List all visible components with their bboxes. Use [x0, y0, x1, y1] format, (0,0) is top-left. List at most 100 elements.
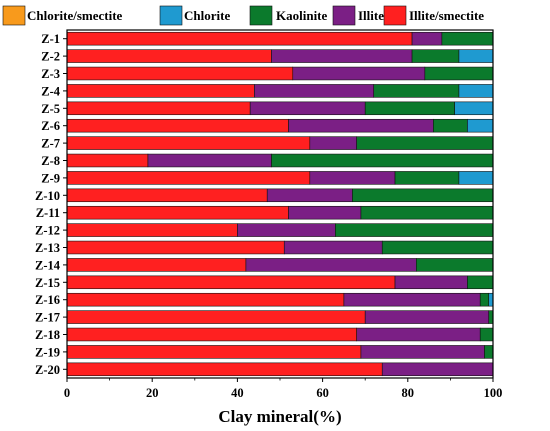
bar-z-20-s0: [66, 362, 383, 377]
y-tick-label: Z-18: [35, 328, 60, 342]
bar-z-11-s2: [360, 205, 494, 220]
y-tick-label: Z-4: [41, 84, 61, 98]
bar-z-2-s3: [458, 49, 494, 63]
x-tick-label: 60: [316, 386, 329, 400]
y-tick-label: Z-5: [41, 102, 60, 116]
bar-z-2-s2: [411, 49, 460, 63]
y-tick-label: Z-1: [41, 32, 60, 46]
y-tick-label: Z-13: [35, 241, 60, 255]
y-tick-label: Z-19: [35, 345, 60, 359]
bar-z-4-s3: [458, 84, 494, 98]
bar-z-14-s0: [66, 258, 247, 272]
legend: Chlorite/smectite Chlorite Kaolinite Illite…: [2, 5, 484, 26]
bar-z-13-s0: [66, 240, 285, 255]
bar-z-6-s0: [66, 118, 289, 133]
bar-z-4-s2: [373, 84, 460, 98]
y-axis-ticks: Z-1 Z-2 Z-3 Z-4 Z-5 Z-6 Z-7 Z-8 Z-9 Z-10 Z-11 Z-12 Z…: [35, 32, 67, 377]
x-axis-ticks: 0 20 40 60 80 100: [64, 378, 502, 400]
bar-z-19-s2: [484, 345, 494, 359]
x-axis-title: Clay mineral(%): [218, 407, 341, 426]
y-tick-label: Z-6: [41, 119, 60, 133]
bar-z-12-s2: [335, 223, 494, 237]
bar-z-14-s1: [245, 258, 417, 272]
bar-z-8-s2: [271, 153, 494, 168]
bar-z-7-s2: [356, 136, 494, 150]
y-tick-label: Z-10: [35, 189, 60, 203]
bar-z-17-s1: [364, 310, 490, 324]
bar-z-19-s1: [360, 345, 485, 359]
bar-z-18-s1: [356, 327, 481, 342]
bar-z-1-s1: [411, 31, 443, 46]
y-tick-label: Z-17: [35, 311, 60, 325]
x-tick-label: 20: [146, 386, 159, 400]
bar-z-6-s1: [288, 118, 434, 133]
bar-z-4-s1: [254, 84, 375, 98]
bars: [66, 31, 494, 377]
bar-z-11-s0: [66, 205, 289, 220]
bar-z-1-s2: [441, 31, 494, 46]
bar-z-15-s0: [66, 275, 396, 290]
y-tick-label: Z-12: [35, 224, 60, 238]
bar-z-17-s2: [488, 310, 494, 324]
bar-z-10-s0: [66, 188, 268, 203]
bar-z-5-s0: [66, 101, 251, 116]
bar-z-15-s2: [467, 275, 494, 290]
bar-z-2-s1: [271, 49, 413, 63]
y-tick-label: Z-2: [41, 50, 60, 64]
bar-z-7-s1: [309, 136, 357, 150]
bar-z-10-s2: [352, 188, 494, 203]
y-tick-label: Z-7: [41, 137, 60, 151]
x-tick-label: 80: [402, 386, 415, 400]
bar-z-4-s0: [66, 84, 255, 98]
legend-swatch: [249, 5, 273, 26]
bar-z-18-s2: [479, 327, 494, 342]
legend-swatch: [159, 5, 183, 26]
y-tick-label: Z-16: [35, 293, 60, 307]
bar-z-16-s1: [343, 292, 481, 307]
y-tick-label: Z-15: [35, 276, 60, 290]
legend-label: Illite: [358, 8, 384, 23]
bar-z-8-s1: [147, 153, 272, 168]
bar-z-3-s0: [66, 66, 294, 81]
y-tick-label: Z-8: [41, 154, 60, 168]
bar-z-2-s0: [66, 49, 272, 63]
bar-z-5-s2: [364, 101, 455, 116]
bar-z-9-s3: [458, 171, 494, 185]
x-tick-label: 0: [64, 386, 70, 400]
bar-z-16-s3: [488, 292, 494, 307]
bar-z-5-s3: [454, 101, 494, 116]
bar-z-13-s1: [283, 240, 383, 255]
plot-frame: [66, 29, 494, 379]
bar-z-16-s2: [479, 292, 490, 307]
bar-z-12-s1: [237, 223, 336, 237]
bar-z-8-s0: [66, 153, 149, 168]
bar-z-11-s1: [288, 205, 362, 220]
bar-z-15-s1: [394, 275, 468, 290]
bar-z-18-s0: [66, 327, 357, 342]
legend-swatch: [2, 5, 26, 26]
bar-z-10-s1: [266, 188, 353, 203]
bar-z-9-s0: [66, 171, 311, 185]
legend-label: Chlorite/smectite: [27, 8, 123, 23]
bar-z-3-s1: [292, 66, 426, 81]
legend-swatch: [332, 5, 356, 26]
bar-z-3-s2: [424, 66, 494, 81]
legend-swatch: [383, 5, 407, 26]
y-tick-label: Z-9: [41, 171, 60, 185]
bar-z-6-s3: [467, 118, 494, 133]
bar-z-13-s2: [381, 240, 494, 255]
y-tick-label: Z-14: [35, 258, 61, 272]
bar-z-16-s0: [66, 292, 345, 307]
legend-label: Illite/smectite: [409, 8, 484, 23]
bar-z-14-s2: [416, 258, 494, 272]
bar-z-1-s0: [66, 31, 413, 46]
bar-z-20-s1: [381, 362, 494, 377]
y-tick-label: Z-20: [35, 363, 60, 377]
bar-z-5-s1: [249, 101, 366, 116]
bar-z-9-s1: [309, 171, 396, 185]
y-tick-label: Z-3: [41, 67, 60, 81]
x-tick-label: 40: [231, 386, 244, 400]
bar-z-6-s2: [433, 118, 468, 133]
bar-z-12-s0: [66, 223, 238, 237]
y-tick-label: Z-11: [36, 206, 60, 220]
